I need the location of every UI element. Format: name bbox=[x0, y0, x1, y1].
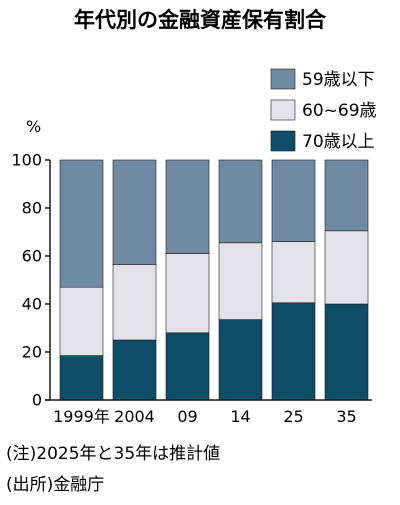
y-tick-label: 0 bbox=[32, 391, 42, 410]
legend-swatch bbox=[270, 130, 296, 152]
bar-segment-59-under bbox=[218, 159, 263, 244]
x-tick-label: 25 bbox=[283, 407, 303, 426]
chart-title: 年代別の金融資産保有割合 bbox=[74, 8, 327, 32]
x-tick-label: 1999年 bbox=[53, 407, 110, 426]
x-tick-label: 35 bbox=[336, 407, 356, 426]
y-tick-label: 100 bbox=[11, 151, 42, 170]
y-tick-label: 60 bbox=[22, 247, 42, 266]
bar-segment-70-plus bbox=[271, 302, 316, 401]
note-source: (出所)金融庁 bbox=[6, 475, 104, 495]
plot-area: 0 20 40 60 80 100 1999年 2004 09 14 25 35 bbox=[11, 151, 372, 426]
bar-segment-70-plus bbox=[165, 332, 210, 401]
bar-segment-60-69 bbox=[112, 264, 157, 341]
y-tick-label: 80 bbox=[22, 199, 42, 218]
bar-segment-60-69 bbox=[165, 253, 210, 334]
legend-swatch bbox=[270, 99, 296, 121]
bar-segment-59-under bbox=[165, 159, 210, 254]
x-tick-label: 09 bbox=[177, 407, 197, 426]
y-tick-label: 40 bbox=[22, 295, 42, 314]
bar-segment-60-69 bbox=[324, 230, 369, 305]
bar-segment-60-69 bbox=[218, 242, 263, 320]
legend-label: 60~69歳 bbox=[302, 101, 377, 121]
bar-segment-70-plus bbox=[112, 339, 157, 401]
bar-segment-59-under bbox=[271, 159, 316, 242]
bar-segment-70-plus bbox=[59, 355, 104, 401]
legend-label: 70歳以上 bbox=[302, 132, 375, 152]
note-estimate: (注)2025年と35年は推計値 bbox=[6, 444, 220, 464]
bar-segment-60-69 bbox=[59, 286, 104, 356]
bar-segment-59-under bbox=[59, 159, 104, 288]
legend-label: 59歳以下 bbox=[302, 70, 375, 90]
y-axis-unit: % bbox=[26, 117, 41, 136]
bar-segment-70-plus bbox=[218, 319, 263, 401]
bar-segment-59-under bbox=[112, 159, 157, 265]
x-tick-label: 2004 bbox=[114, 407, 155, 426]
bar-segment-60-69 bbox=[271, 241, 316, 304]
bar-segment-59-under bbox=[324, 159, 369, 232]
x-tick-label: 14 bbox=[230, 407, 250, 426]
legend: 59歳以下 60~69歳 70歳以上 bbox=[270, 68, 377, 152]
bar-segment-70-plus bbox=[324, 303, 369, 401]
y-tick-label: 20 bbox=[22, 343, 42, 362]
legend-swatch bbox=[270, 68, 296, 90]
